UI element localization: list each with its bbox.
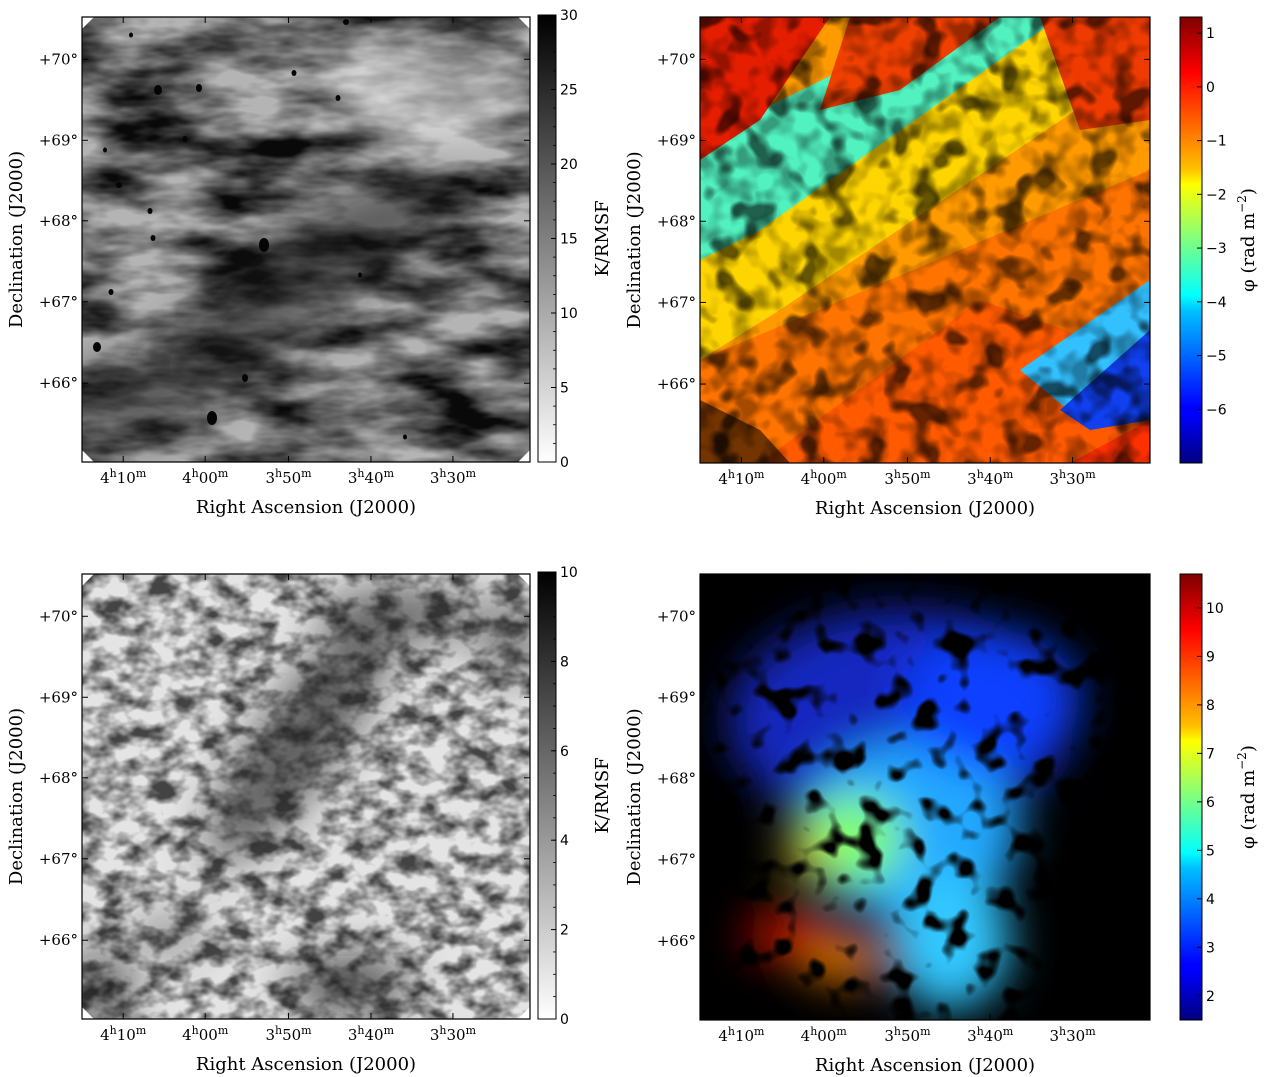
panel-top-left xyxy=(81,16,531,463)
x-tick-label: 4h10m xyxy=(718,1025,765,1045)
y-tick-label: +70° xyxy=(657,50,696,68)
colorbar-tick-label: 0 xyxy=(560,1012,569,1028)
colorbar-label: φ (rad m−2) xyxy=(1235,745,1259,849)
y-tick-label: +69° xyxy=(657,132,696,150)
y-tick-label: +67° xyxy=(657,293,696,311)
colorbar-tick-label: 10 xyxy=(560,306,578,322)
colorbar-tick-label: 25 xyxy=(560,83,578,99)
colorbar-label: K/RMSF xyxy=(592,200,613,276)
colorbar-4 xyxy=(1179,573,1203,1021)
y-tick-label: +68° xyxy=(657,212,696,230)
colorbar-tick-label: 5 xyxy=(1206,843,1215,859)
x-tick-label: 4h00m xyxy=(801,468,848,488)
colorbar-tick-label: 2 xyxy=(560,923,569,939)
plot-frame xyxy=(699,16,1151,464)
y-axis-label: Declination (J2000) xyxy=(624,151,645,328)
y-tick-label: +66° xyxy=(657,932,696,950)
faraday-depth-map-image xyxy=(700,17,1150,463)
faraday-depth-map-image xyxy=(700,574,1150,1020)
point-sources xyxy=(93,19,407,440)
x-tick-label: 3h40m xyxy=(348,1024,395,1044)
x-tick-label: 3h30m xyxy=(1050,1025,1097,1045)
colorbar-tick-label: 1 xyxy=(1206,26,1215,42)
x-tick-label: 3h50m xyxy=(884,1025,931,1045)
colorbar-2 xyxy=(1179,16,1203,464)
y-tick-label: +69° xyxy=(657,689,696,707)
y-tick-label: +67° xyxy=(39,293,78,311)
y-tick-label: +66° xyxy=(39,931,78,949)
colorbar-tick-label: 10 xyxy=(1206,601,1224,617)
x-tick-label: 3h40m xyxy=(967,1025,1014,1045)
colorbar-tick-label: 30 xyxy=(560,8,578,24)
colorbar-label: φ (rad m−2) xyxy=(1235,188,1259,292)
y-tick-label: +69° xyxy=(39,131,78,149)
plot-frame xyxy=(81,16,531,463)
colorbar-tick-label: 10 xyxy=(560,565,578,581)
colorbar-tick-label: 3 xyxy=(1206,940,1215,956)
colorbar-tick-label: −6 xyxy=(1206,402,1227,418)
colorbar-tick-label: 6 xyxy=(1206,795,1215,811)
colorbar-tick-label: 8 xyxy=(560,654,569,670)
colorbar-tick-label: −4 xyxy=(1206,295,1227,311)
y-tick-label: +66° xyxy=(39,374,78,392)
x-tick-label: 3h40m xyxy=(348,467,395,487)
intensity-map-image xyxy=(82,574,530,1019)
x-tick-label: 4h00m xyxy=(182,467,229,487)
y-axis-label: Declination (J2000) xyxy=(6,708,27,885)
x-tick-label: 3h30m xyxy=(430,467,477,487)
x-tick-label: 3h50m xyxy=(884,468,931,488)
x-axis-label: Right Ascension (J2000) xyxy=(815,1055,1035,1076)
y-tick-label: +70° xyxy=(39,607,78,625)
colorbar-tick-label: −5 xyxy=(1206,349,1227,365)
x-tick-label: 3h30m xyxy=(430,1024,477,1044)
plot-frame xyxy=(81,573,531,1020)
x-axis-label: Right Ascension (J2000) xyxy=(196,1054,416,1075)
axes-and-labels: 4h10m 4h00m 3h50m 3h40m 3h30m +66° +67° +68° +69… xyxy=(6,8,1259,1076)
colorbar-tick-label: 0 xyxy=(560,455,569,471)
x-tick-label: 3h40m xyxy=(967,468,1014,488)
x-tick-label: 4h10m xyxy=(718,468,765,488)
colorbar-tick-label: 20 xyxy=(560,157,578,173)
y-tick-label: +67° xyxy=(39,850,78,868)
y-tick-label: +67° xyxy=(657,850,696,868)
colorbar-tick-label: 8 xyxy=(1206,698,1215,714)
y-tick-label: +68° xyxy=(39,769,78,787)
x-axis-label: Right Ascension (J2000) xyxy=(815,498,1035,519)
colorbar-tick-label: 4 xyxy=(1206,892,1215,908)
colorbar-tick-label: 4 xyxy=(560,833,569,849)
y-tick-label: +69° xyxy=(39,688,78,706)
colorbar-tick-label: 0 xyxy=(1206,80,1215,96)
y-tick-label: +68° xyxy=(39,212,78,230)
colorbar-tick-label: −2 xyxy=(1206,187,1227,203)
intensity-map-image xyxy=(82,17,530,462)
x-tick-label: 3h30m xyxy=(1050,468,1097,488)
y-axis-label: Declination (J2000) xyxy=(624,708,645,885)
colorbar-tick-label: 15 xyxy=(560,232,578,248)
y-tick-label: +70° xyxy=(657,607,696,625)
colorbar-tick-label: 2 xyxy=(1206,989,1215,1005)
x-tick-label: 3h50m xyxy=(265,1024,312,1044)
x-tick-label: 4h10m xyxy=(100,1024,147,1044)
colorbar-tick-label: −1 xyxy=(1206,134,1227,150)
y-axis-label: Declination (J2000) xyxy=(6,151,27,328)
x-tick-label: 4h00m xyxy=(182,1024,229,1044)
colorbar-tick-label: −3 xyxy=(1206,241,1227,257)
y-tick-label: +66° xyxy=(657,375,696,393)
x-tick-label: 4h10m xyxy=(100,467,147,487)
panel-top-right xyxy=(699,16,1151,464)
panel-bottom-left xyxy=(81,573,531,1020)
colorbar-label: K/RMSF xyxy=(592,757,613,833)
colorbar-tick-label: 5 xyxy=(560,381,569,397)
colorbar-tick-label: 9 xyxy=(1206,649,1215,665)
x-tick-label: 4h00m xyxy=(801,1025,848,1045)
panel-bottom-right xyxy=(699,573,1151,1021)
colorbar-tick-label: 6 xyxy=(560,744,569,760)
plot-frame xyxy=(699,573,1151,1021)
x-axis-label: Right Ascension (J2000) xyxy=(196,497,416,518)
x-tick-label: 3h50m xyxy=(265,467,312,487)
y-tick-label: +68° xyxy=(657,769,696,787)
colorbar-tick-label: 7 xyxy=(1206,746,1215,762)
y-tick-label: +70° xyxy=(39,50,78,68)
